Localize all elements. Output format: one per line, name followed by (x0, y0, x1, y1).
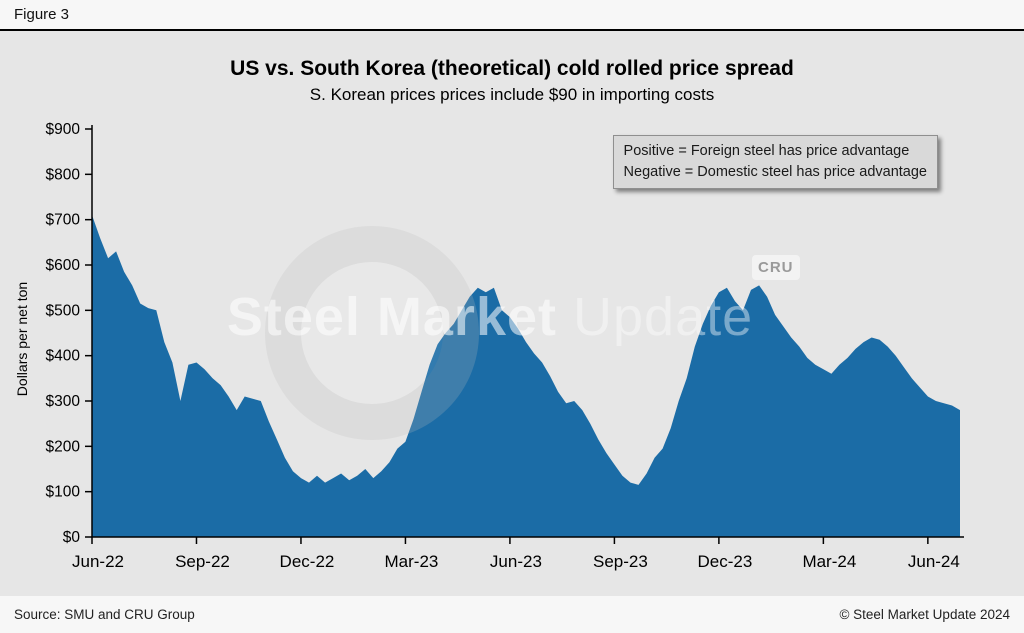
figure-label: Figure 3 (14, 6, 70, 23)
x-tick-label: Jun-23 (490, 552, 542, 571)
y-tick-label: $400 (46, 348, 81, 365)
y-tick-label: $100 (46, 484, 81, 501)
y-tick-label: $200 (46, 438, 81, 455)
chart-title: US vs. South Korea (theoretical) cold ro… (230, 57, 794, 80)
y-tick-label: $600 (46, 257, 81, 274)
annotation-box: Positive = Foreign steel has price advan… (612, 135, 938, 190)
x-tick-label: Dec-23 (697, 552, 752, 571)
x-tick-label: Sep-22 (175, 552, 230, 571)
y-tick-label: $700 (46, 212, 81, 229)
y-tick-label: $500 (46, 302, 81, 319)
y-tick-label: $800 (46, 166, 81, 183)
x-tick-label: Mar-24 (802, 552, 856, 571)
price-spread-area (92, 215, 960, 537)
annotation-line-positive: Positive = Foreign steel has price advan… (623, 143, 910, 159)
figure-header: Figure 3 (0, 0, 1024, 31)
y-tick-label: $900 (46, 121, 81, 138)
chart-region: US vs. South Korea (theoretical) cold ro… (0, 31, 1024, 596)
x-tick-label: Sep-23 (593, 552, 648, 571)
x-tick-label: Jun-24 (908, 552, 960, 571)
y-tick-label: $300 (46, 393, 81, 410)
y-tick-label: $0 (63, 529, 81, 546)
annotation-line-negative: Negative = Domestic steel has price adva… (623, 164, 927, 181)
chart-subtitle: S. Korean prices prices include $90 in i… (309, 85, 715, 104)
y-axis-title: Dollars per net ton (14, 281, 30, 397)
copyright-note: © Steel Market Update 2024 (839, 607, 1010, 622)
x-tick-label: Jun-22 (72, 552, 124, 571)
figure-footer: Source: SMU and CRU Group © Steel Market… (0, 596, 1024, 633)
x-tick-label: Mar-23 (385, 552, 439, 571)
x-tick-label: Dec-22 (280, 552, 335, 571)
source-note: Source: SMU and CRU Group (14, 607, 195, 622)
area-chart-canvas: $0 $100 $200 $300 $400 $500 $600 $700 $800 $900 Ju… (46, 121, 964, 571)
